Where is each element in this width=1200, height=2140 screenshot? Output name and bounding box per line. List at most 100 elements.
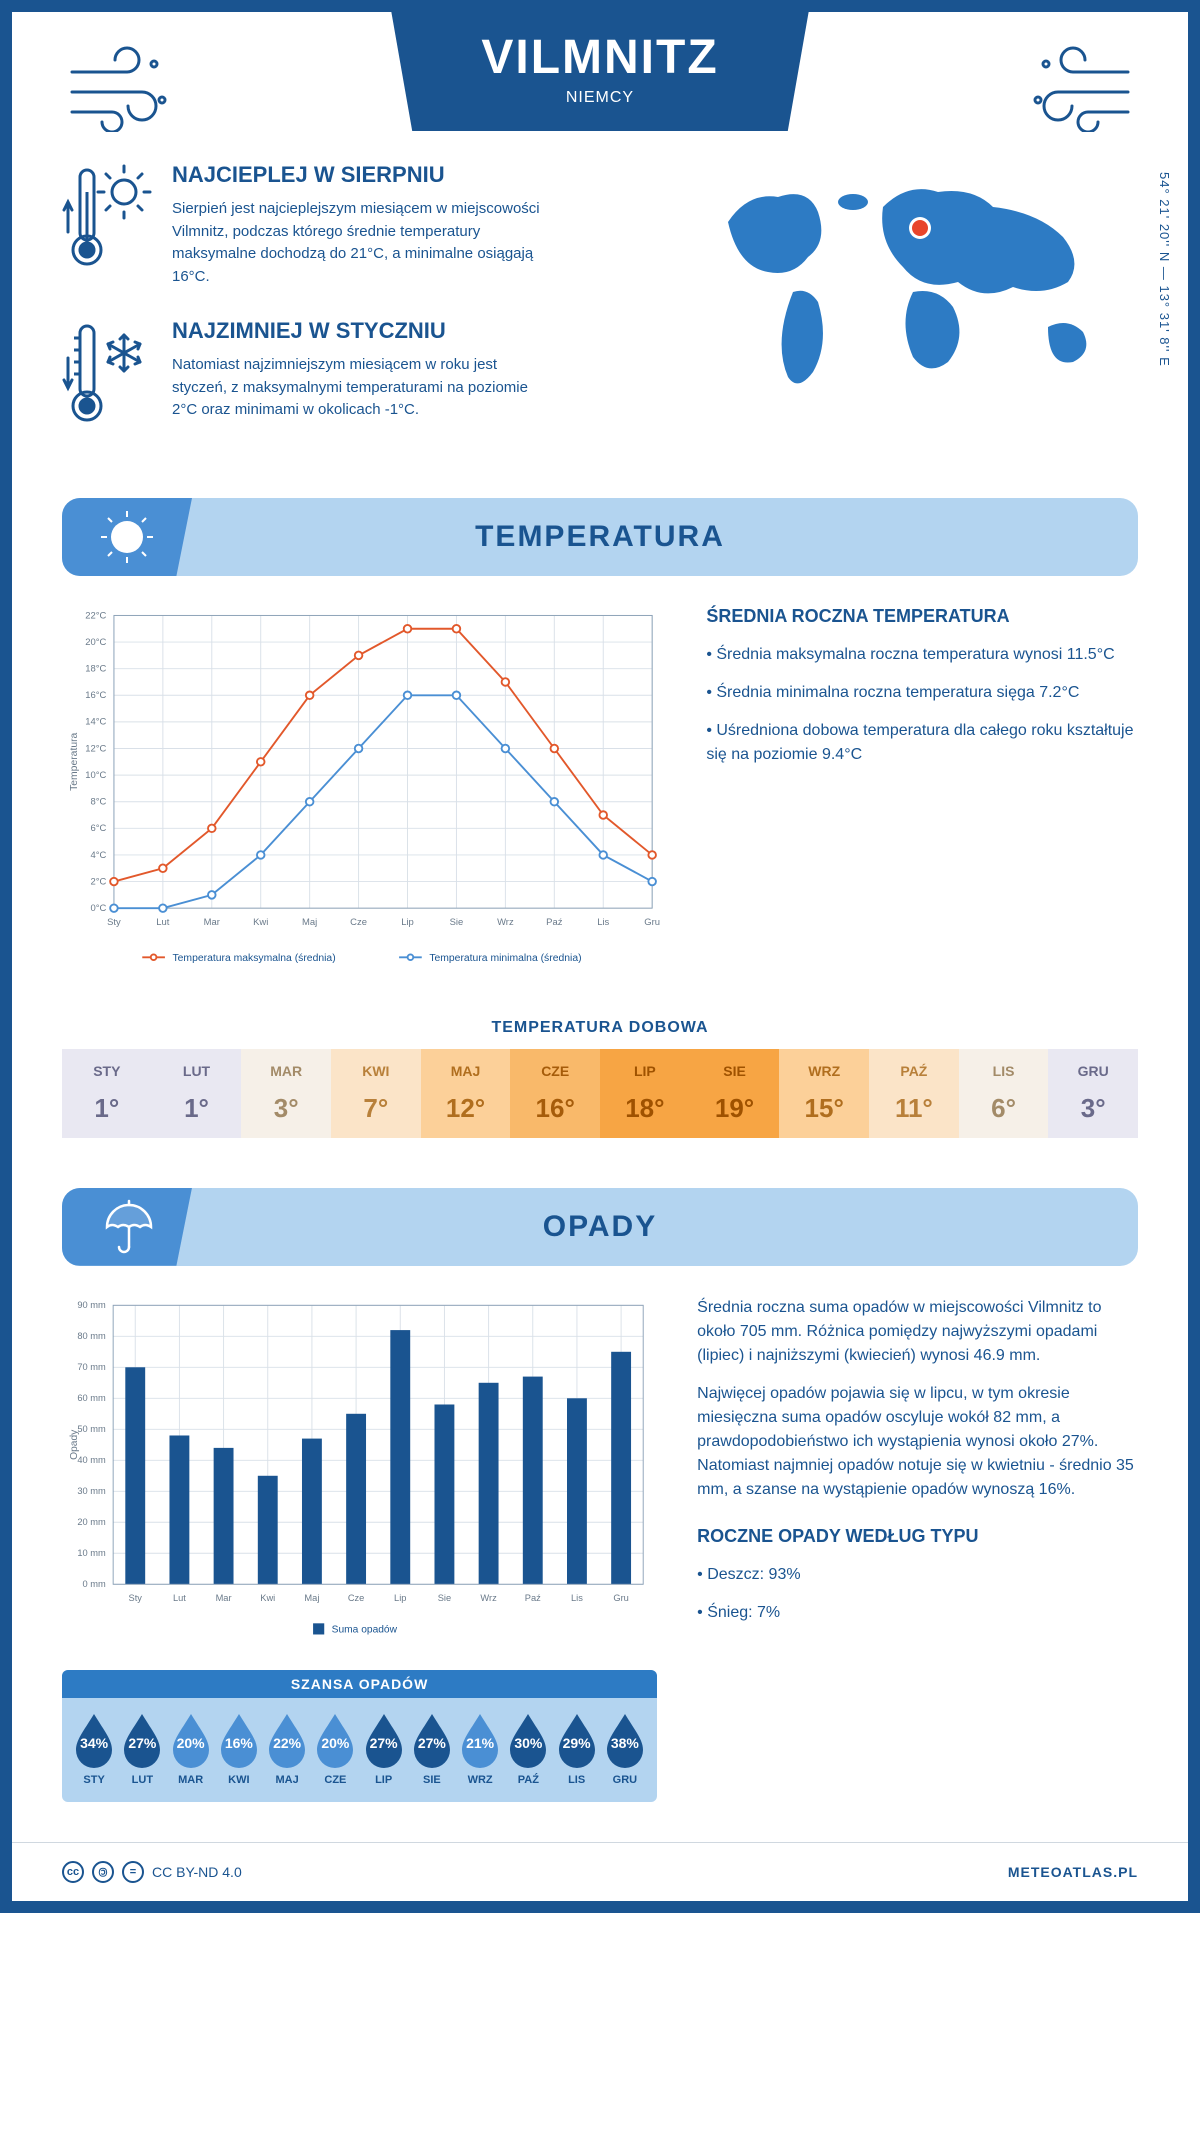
precip-type-bullet: Śnieg: 7% — [697, 1601, 1138, 1625]
license-block: cc 🄯 = CC BY-ND 4.0 — [62, 1861, 242, 1883]
precipitation-chart: 0 mm10 mm20 mm30 mm40 mm50 mm60 mm70 mm8… — [62, 1296, 657, 1802]
svg-text:40 mm: 40 mm — [77, 1455, 106, 1465]
precip-type-title: ROCZNE OPADY WEDŁUG TYPU — [697, 1526, 1138, 1547]
chance-drop: 30%PAŹ — [505, 1710, 551, 1786]
svg-text:Kwi: Kwi — [260, 1593, 275, 1603]
chance-drop: 20%MAR — [168, 1710, 214, 1786]
svg-text:Suma opadów: Suma opadów — [332, 1624, 398, 1635]
svg-text:80 mm: 80 mm — [77, 1331, 106, 1341]
svg-text:Lut: Lut — [156, 917, 169, 928]
sun-icon-patch — [62, 498, 192, 576]
svg-text:10°C: 10°C — [85, 770, 106, 781]
precip-type-bullets: Deszcz: 93% Śnieg: 7% — [697, 1563, 1138, 1625]
svg-text:Opady: Opady — [69, 1429, 80, 1460]
precipitation-title: OPADY — [92, 1210, 1108, 1244]
cc-icon: cc — [62, 1861, 84, 1883]
precip-para-1: Średnia roczna suma opadów w miejscowośc… — [697, 1296, 1138, 1368]
content-area: VILMNITZ NIEMCY — [12, 12, 1188, 1842]
svg-text:Sie: Sie — [450, 917, 464, 928]
fact-warmest: NAJCIEPLEJ W SIERPNIU Sierpień jest najc… — [62, 162, 668, 288]
svg-text:Gru: Gru — [644, 917, 660, 928]
thermometer-snow-icon — [62, 318, 152, 428]
svg-text:Maj: Maj — [304, 1593, 319, 1603]
temperature-row: 0°C2°C4°C6°C8°C10°C12°C14°C16°C18°C20°C2… — [62, 606, 1138, 989]
chance-drop: 22%MAJ — [264, 1710, 310, 1786]
precipitation-row: 0 mm10 mm20 mm30 mm40 mm50 mm60 mm70 mm8… — [62, 1296, 1138, 1802]
city-title: VILMNITZ — [481, 30, 718, 85]
chance-strip: SZANSA OPADÓW 34%STY27%LUT20%MAR16%KWI22… — [62, 1670, 657, 1802]
chance-drop: 34%STY — [71, 1710, 117, 1786]
temp-avg-title: ŚREDNIA ROCZNA TEMPERATURA — [706, 606, 1138, 627]
svg-text:Temperatura maksymalna (średni: Temperatura maksymalna (średnia) — [172, 953, 335, 964]
daily-temp-table: STY1°LUT1°MAR3°KWI7°MAJ12°CZE16°LIP18°SI… — [62, 1049, 1138, 1138]
chance-drop: 27%LUT — [119, 1710, 165, 1786]
facts-column: NAJCIEPLEJ W SIERPNIU Sierpień jest najc… — [62, 162, 668, 458]
daily-cell: WRZ15° — [779, 1049, 869, 1138]
daily-cell: MAR3° — [241, 1049, 331, 1138]
svg-text:Maj: Maj — [302, 917, 317, 928]
temperature-title: TEMPERATURA — [92, 520, 1108, 554]
svg-text:22°C: 22°C — [85, 610, 106, 621]
fact-coldest: NAJZIMNIEJ W STYCZNIU Natomiast najzimni… — [62, 318, 668, 428]
daily-cell: LIS6° — [959, 1049, 1049, 1138]
temperature-chart: 0°C2°C4°C6°C8°C10°C12°C14°C16°C18°C20°C2… — [62, 606, 666, 989]
brand-label: METEOATLAS.PL — [1008, 1864, 1138, 1880]
svg-text:20°C: 20°C — [85, 637, 106, 648]
svg-text:12°C: 12°C — [85, 743, 106, 754]
svg-text:14°C: 14°C — [85, 717, 106, 728]
svg-text:Temperatura minimalna (średnia: Temperatura minimalna (średnia) — [429, 953, 581, 964]
temperature-banner: TEMPERATURA — [62, 498, 1138, 576]
chance-drop: 27%SIE — [409, 1710, 455, 1786]
fact-cold-title: NAJZIMNIEJ W STYCZNIU — [172, 318, 552, 344]
svg-text:50 mm: 50 mm — [77, 1424, 106, 1434]
chance-drop: 38%GRU — [602, 1710, 648, 1786]
svg-text:30 mm: 30 mm — [77, 1486, 106, 1496]
svg-text:2°C: 2°C — [91, 876, 107, 887]
svg-text:0°C: 0°C — [91, 903, 107, 914]
precip-type-bullet: Deszcz: 93% — [697, 1563, 1138, 1587]
footer: cc 🄯 = CC BY-ND 4.0 METEOATLAS.PL — [12, 1842, 1188, 1901]
intro-row: NAJCIEPLEJ W SIERPNIU Sierpień jest najc… — [62, 162, 1138, 458]
country-subtitle: NIEMCY — [481, 89, 718, 107]
svg-text:8°C: 8°C — [91, 797, 107, 808]
svg-text:60 mm: 60 mm — [77, 1393, 106, 1403]
svg-text:20 mm: 20 mm — [77, 1517, 106, 1527]
svg-text:0 mm: 0 mm — [83, 1579, 106, 1589]
svg-text:10 mm: 10 mm — [77, 1548, 106, 1558]
chance-drop: 16%KWI — [216, 1710, 262, 1786]
daily-cell: LUT1° — [152, 1049, 242, 1138]
svg-text:Wrz: Wrz — [480, 1593, 497, 1603]
svg-text:18°C: 18°C — [85, 663, 106, 674]
svg-text:Mar: Mar — [216, 1593, 232, 1603]
svg-text:Sty: Sty — [107, 917, 121, 928]
license-text: CC BY-ND 4.0 — [152, 1864, 242, 1880]
svg-text:Mar: Mar — [204, 917, 220, 928]
chance-drop: 27%LIP — [361, 1710, 407, 1786]
svg-text:90 mm: 90 mm — [77, 1300, 106, 1310]
svg-text:Kwi: Kwi — [253, 917, 268, 928]
chance-row: 34%STY27%LUT20%MAR16%KWI22%MAJ20%CZE27%L… — [62, 1698, 657, 1790]
world-map-icon — [698, 162, 1138, 402]
daily-cell: LIP18° — [600, 1049, 690, 1138]
chance-title: SZANSA OPADÓW — [62, 1670, 657, 1698]
daily-cell: GRU3° — [1048, 1049, 1138, 1138]
svg-text:Lip: Lip — [401, 917, 414, 928]
fact-warm-title: NAJCIEPLEJ W SIERPNIU — [172, 162, 552, 188]
fact-cold-text: Natomiast najzimniejszym miesiącem w rok… — [172, 354, 552, 422]
daily-cell: CZE16° — [510, 1049, 600, 1138]
temperature-summary: ŚREDNIA ROCZNA TEMPERATURA Średnia maksy… — [706, 606, 1138, 989]
header: VILMNITZ NIEMCY — [62, 42, 1138, 132]
svg-text:Wrz: Wrz — [497, 917, 514, 928]
precipitation-banner: OPADY — [62, 1188, 1138, 1266]
svg-text:Paź: Paź — [525, 1593, 541, 1603]
svg-text:16°C: 16°C — [85, 690, 106, 701]
svg-text:Cze: Cze — [350, 917, 367, 928]
precipitation-summary: Średnia roczna suma opadów w miejscowośc… — [697, 1296, 1138, 1802]
temp-bullet: Uśredniona dobowa temperatura dla całego… — [706, 719, 1138, 767]
by-icon: 🄯 — [92, 1861, 114, 1883]
sun-icon — [97, 507, 157, 567]
world-map-box: 54° 21' 20'' N — 13° 31' 8'' E — [698, 162, 1138, 458]
svg-text:Temperatura: Temperatura — [69, 732, 80, 790]
coordinates-label: 54° 21' 20'' N — 13° 31' 8'' E — [1157, 172, 1172, 367]
thermometer-sun-icon — [62, 162, 152, 272]
